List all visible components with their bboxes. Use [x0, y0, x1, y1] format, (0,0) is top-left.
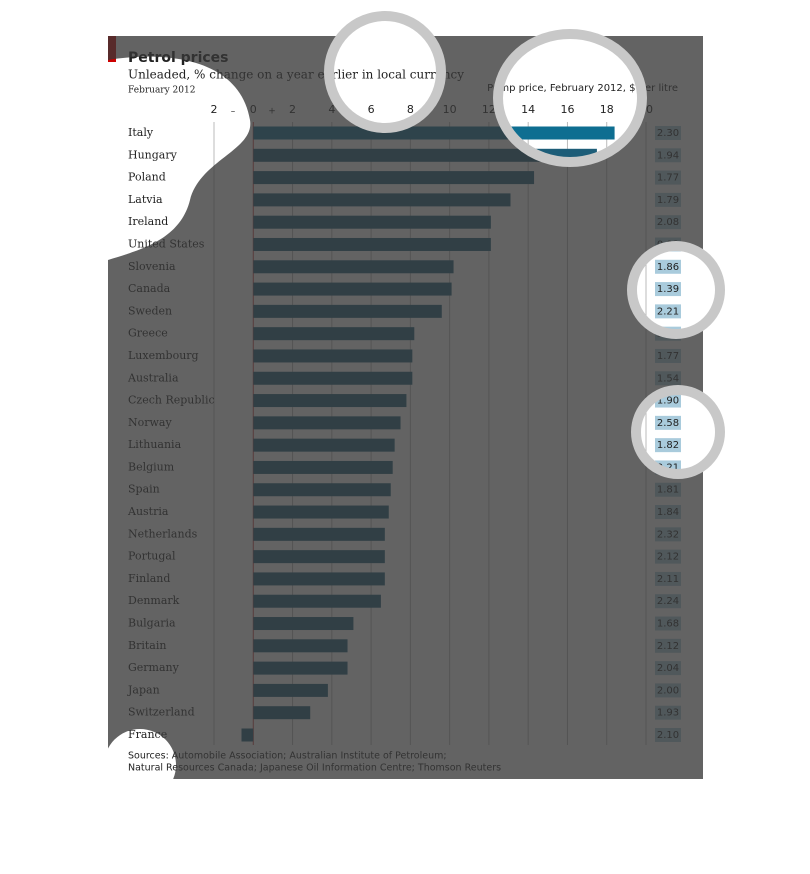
- spotlight-rings: [324, 11, 725, 479]
